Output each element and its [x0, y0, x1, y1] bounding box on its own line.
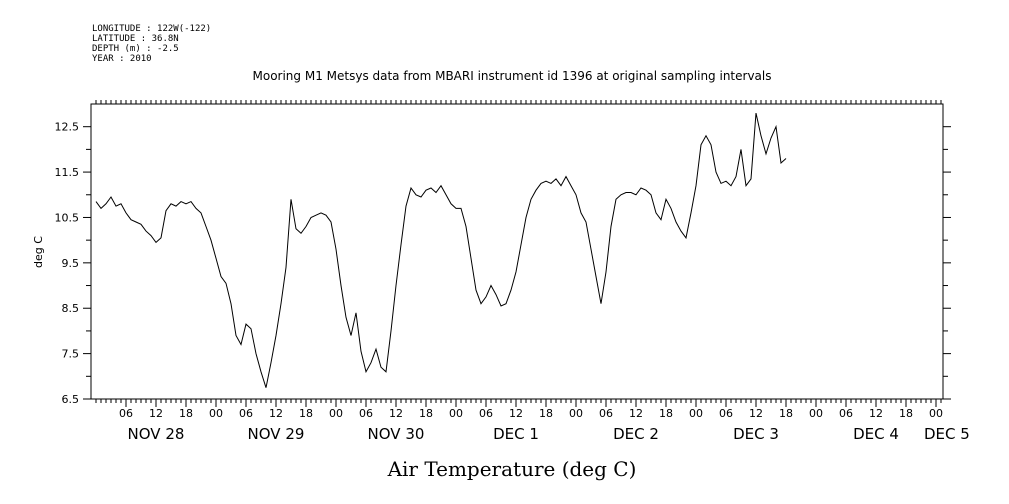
x-tick-label: 18: [179, 407, 193, 420]
x-day-label: DEC 2: [613, 425, 659, 443]
x-tick-label: 12: [269, 407, 283, 420]
x-tick-label: 12: [509, 407, 523, 420]
depth-text: DEPTH (m) : -2.5: [92, 44, 179, 54]
x-day-label: DEC 5: [924, 425, 970, 443]
series-line-air-temperature: [95, 112, 787, 388]
x-tick-label: 00: [809, 407, 823, 420]
x-tick-label: 12: [869, 407, 883, 420]
x-tick-label: 06: [479, 407, 493, 420]
x-tick-label: 06: [839, 407, 853, 420]
x-tick-label: 06: [719, 407, 733, 420]
metadata-header: LONGITUDE : 122W(-122) LATITUDE : 36.8N …: [92, 24, 211, 64]
x-tick-label: 06: [599, 407, 613, 420]
x-tick-label: 06: [239, 407, 253, 420]
x-tick-label: 12: [389, 407, 403, 420]
x-tick-label: 06: [359, 407, 373, 420]
x-day-label: NOV 30: [368, 425, 425, 443]
y-tick-label: 9.5: [62, 257, 80, 270]
x-tick-label: 00: [569, 407, 583, 420]
x-tick-label: 00: [329, 407, 343, 420]
x-tick-label: 00: [449, 407, 463, 420]
y-tick-label: 7.5: [62, 348, 80, 361]
x-day-label: DEC 1: [493, 425, 539, 443]
latitude-text: LATITUDE : 36.8N: [92, 34, 179, 44]
x-tick-label: 00: [689, 407, 703, 420]
y-tick-label: 12.5: [55, 121, 80, 134]
x-tick-label: 18: [899, 407, 913, 420]
x-day-label: DEC 3: [733, 425, 779, 443]
y-tick-label: 10.5: [55, 211, 80, 224]
y-tick-label: 11.5: [55, 166, 80, 179]
x-day-labels: NOV 28 NOV 29 NOV 30 DEC 1 DEC 2 DEC 3 DEC 4 DE…: [128, 425, 970, 443]
x-tick-labels: 06 12 18 00 06 12 18 00 06 12 18 00 06 12 18 00 06 12 18 00…: [119, 407, 943, 420]
x-tick-label: 18: [539, 407, 553, 420]
y-tick-labels: 6.5 7.5 8.5 9.5 10.5 11.5 12.5: [55, 121, 80, 406]
chart-title: Mooring M1 Metsys data from MBARI instru…: [253, 69, 772, 83]
x-day-label: NOV 29: [248, 425, 305, 443]
x-tick-label: 12: [149, 407, 163, 420]
x-day-label: NOV 28: [128, 425, 185, 443]
x-tick-label: 18: [419, 407, 433, 420]
axis-ticks: [83, 100, 951, 407]
x-tick-label: 00: [209, 407, 223, 420]
x-tick-label: 00: [929, 407, 943, 420]
x-tick-label: 18: [659, 407, 673, 420]
x-tick-label: 06: [119, 407, 133, 420]
x-tick-label: 18: [299, 407, 313, 420]
x-axis-label: Air Temperature (deg C): [387, 457, 637, 481]
y-tick-label: 8.5: [62, 302, 80, 315]
year-text: YEAR : 2010: [92, 54, 152, 64]
y-tick-label: 6.5: [62, 393, 80, 406]
longitude-text: LONGITUDE : 122W(-122): [92, 24, 211, 34]
y-axis-label: deg C: [32, 236, 45, 268]
x-tick-label: 12: [629, 407, 643, 420]
x-tick-label: 12: [749, 407, 763, 420]
x-day-label: DEC 4: [853, 425, 899, 443]
plot-frame: [90, 103, 944, 400]
x-tick-label: 18: [779, 407, 793, 420]
